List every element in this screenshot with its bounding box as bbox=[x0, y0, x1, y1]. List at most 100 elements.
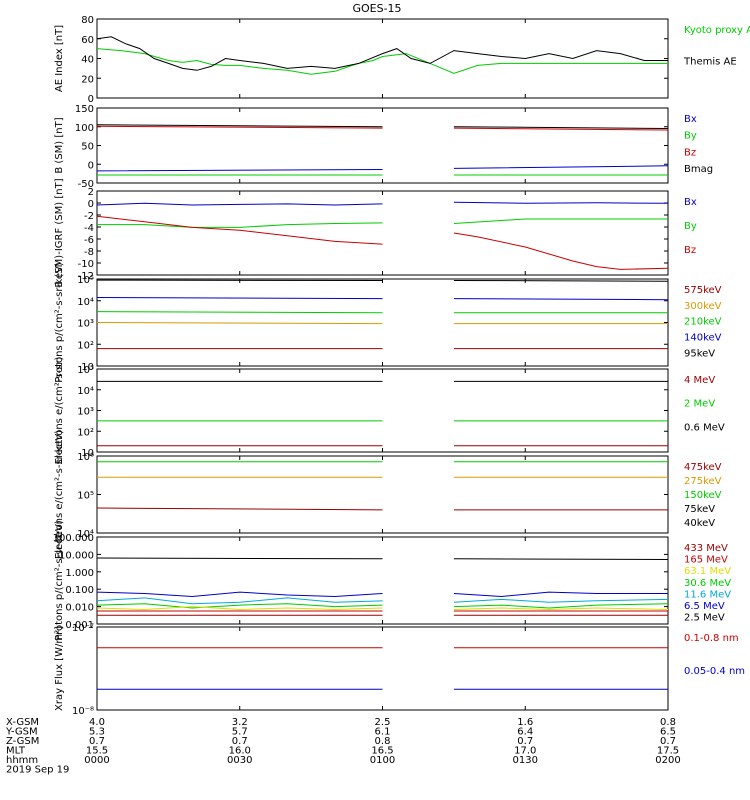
y-tick-label: 10⁵ bbox=[77, 491, 94, 502]
x-axis-value: 0100 bbox=[370, 755, 395, 766]
y-tick-label: 60 bbox=[81, 35, 94, 46]
x-axis-value: 5.7 bbox=[232, 727, 248, 738]
series-line-30.6-MeV bbox=[96, 603, 669, 609]
y-tick-label: 10.000 bbox=[59, 550, 94, 561]
y-tick-label: -6 bbox=[84, 235, 94, 246]
series-line-300keV bbox=[96, 322, 668, 325]
panel-frame bbox=[96, 107, 669, 184]
y-tick-label: 10⁵ bbox=[77, 275, 94, 286]
y-axis-label: Protons p/(cm²-s-sr-keV) bbox=[54, 262, 65, 383]
legend-entry: By bbox=[684, 131, 697, 142]
y-tick-label: 10⁶ bbox=[77, 452, 94, 463]
legend-entry: 475keV bbox=[684, 462, 722, 473]
x-axis-value: 16.5 bbox=[371, 746, 393, 757]
x-axis-value: 1.6 bbox=[517, 717, 533, 728]
y-axis-label: B (SM)-IGRF (SM) [nT] bbox=[54, 178, 65, 287]
y-axis-label: Electrons e/(cm²-s-sr) bbox=[54, 357, 65, 465]
series-line-2.5-MeV bbox=[96, 557, 669, 560]
figure-title: GOES-15 bbox=[352, 2, 401, 15]
legend-entry: 4 MeV bbox=[684, 375, 715, 386]
panel-frame bbox=[96, 190, 669, 276]
legend-entry: Themis AE bbox=[683, 57, 737, 68]
y-tick-label: 10⁻⁸ bbox=[72, 706, 94, 717]
legend-entry: 2 MeV bbox=[684, 399, 715, 410]
legend-entry: 575keV bbox=[684, 285, 722, 296]
y-tick-label: 10³ bbox=[77, 407, 94, 418]
series-line-By bbox=[97, 218, 668, 228]
legend-entry: 210keV bbox=[684, 317, 722, 328]
legend-entry: 150keV bbox=[684, 490, 722, 501]
y-axis-label: Xray Flux [W/m²] bbox=[54, 626, 65, 711]
x-axis-row-label: hhmm bbox=[6, 755, 38, 766]
panel-7: 10⁻⁸ 10⁻⁷ Xray Flux [W/m²] 0.1-0.8 nm 0.05-0… bbox=[54, 623, 745, 717]
series-line-210keV bbox=[96, 311, 668, 314]
y-axis-label: AE Index [nT] bbox=[54, 25, 65, 92]
legend-entry: Bz bbox=[684, 245, 696, 256]
legend-entry: 95keV bbox=[684, 348, 715, 359]
legend-entry: Bmag bbox=[684, 164, 713, 175]
x-axis-value: 0030 bbox=[227, 755, 252, 766]
y-tick-label: 50 bbox=[81, 142, 94, 153]
y-tick-label: 10 bbox=[81, 448, 94, 459]
x-axis-row-label: 2019 Sep 19 bbox=[6, 765, 69, 776]
y-tick-label: 10⁴ bbox=[77, 386, 94, 397]
legend-entry: Bx bbox=[684, 197, 697, 208]
x-axis-value: 4.0 bbox=[89, 717, 105, 728]
panel-frame bbox=[96, 455, 669, 534]
panel-1: -50 0 50 100 150 B (SM) [nT] Bx By Bz Bmag bbox=[54, 104, 713, 190]
series-line-475keV bbox=[96, 507, 668, 511]
y-tick-label: 2 bbox=[88, 187, 94, 198]
series-line-Bx bbox=[96, 165, 669, 172]
legend-entry: Bz bbox=[684, 147, 696, 158]
legend-entry: 40keV bbox=[684, 518, 715, 529]
y-tick-label: 10⁴ bbox=[77, 529, 94, 540]
legend-entry: 2.5 MeV bbox=[684, 613, 725, 624]
series-line-95keV bbox=[96, 279, 669, 282]
legend-entry: Bx bbox=[684, 114, 697, 125]
x-axis-row-label: X-GSM bbox=[6, 717, 39, 728]
x-axis-value: 0.7 bbox=[89, 736, 105, 747]
x-axis-row-label: MLT bbox=[6, 746, 26, 757]
x-axis-value: 6.1 bbox=[375, 727, 391, 738]
x-axis-value: 3.2 bbox=[232, 717, 248, 728]
y-tick-label: 0 bbox=[88, 199, 94, 210]
series-line-Themis-AE bbox=[96, 36, 668, 71]
panel-0: 0 20 40 60 80 AE Index [nT] Kyoto proxy AE Them… bbox=[54, 15, 750, 105]
x-axis-value: 0.8 bbox=[375, 736, 391, 747]
y-axis-label: Protons p/(cm²-s-sr-keV) bbox=[54, 520, 65, 641]
x-axis-row-label: Z-GSM bbox=[6, 736, 39, 747]
x-axis-value: 0200 bbox=[655, 755, 680, 766]
x-axis-value: 0.7 bbox=[660, 736, 676, 747]
x-axis-value: 17.0 bbox=[514, 746, 536, 757]
x-axis-value: 0.7 bbox=[517, 736, 533, 747]
legend-entry: 63.1 MeV bbox=[684, 566, 731, 577]
panel-6: 0.001 0.010 0.100 1.000 10.000 100.000Protons… bbox=[53, 520, 732, 641]
y-tick-label: 1.000 bbox=[65, 568, 94, 579]
series-line-63.1-MeV bbox=[96, 606, 669, 611]
legend-entry: 0.6 MeV bbox=[684, 422, 725, 433]
x-axis-value: 0130 bbox=[513, 755, 538, 766]
legend-entry: 6.5 MeV bbox=[684, 601, 725, 612]
series-line-Bx bbox=[96, 201, 669, 206]
panel-3: 10 10² 10³ 10⁴ 10⁵ Protons p/(cm²-s-sr-keV) 57… bbox=[54, 262, 722, 383]
panel-2: -12-10-8-6-4-202 B (SM)-IGRF (SM) [nT] Bx B… bbox=[54, 178, 697, 287]
y-tick-label: 10 bbox=[81, 362, 94, 373]
x-axis-value: 6.5 bbox=[660, 727, 676, 738]
y-tick-label: 10⁴ bbox=[77, 297, 94, 308]
x-axis-value: 2.5 bbox=[375, 717, 391, 728]
y-tick-label: -12 bbox=[78, 271, 94, 282]
x-axis-value: 5.3 bbox=[89, 727, 105, 738]
y-tick-label: 10² bbox=[77, 340, 94, 351]
series-line-Bmag bbox=[96, 124, 669, 129]
y-axis-label: B (SM) [nT] bbox=[54, 117, 65, 173]
legend-entry: By bbox=[684, 221, 697, 232]
x-axis-value: 0.8 bbox=[660, 717, 676, 728]
y-tick-label: -2 bbox=[84, 211, 94, 222]
y-tick-label: 100.000 bbox=[53, 533, 94, 544]
legend-entry: Kyoto proxy AE bbox=[684, 25, 750, 36]
x-axis-value: 0000 bbox=[84, 755, 109, 766]
y-tick-label: -10 bbox=[78, 259, 94, 270]
y-tick-label: 80 bbox=[81, 15, 94, 26]
legend-entry: 275keV bbox=[684, 476, 722, 487]
legend-entry: 75keV bbox=[684, 504, 715, 515]
